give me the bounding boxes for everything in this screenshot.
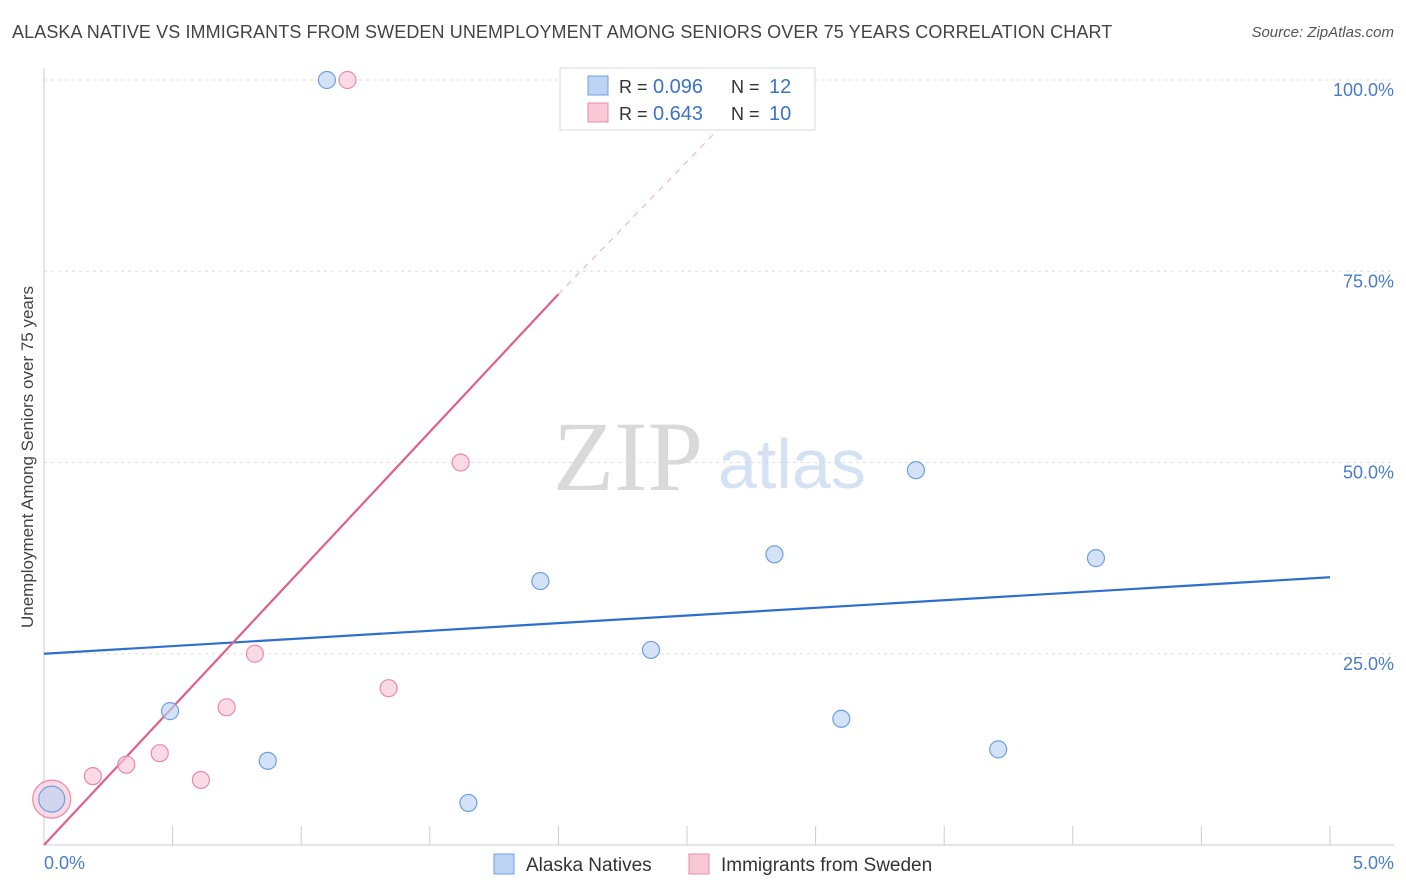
point-series-1-5 bbox=[217, 698, 236, 717]
y-tick-label-25: 25.0% bbox=[1343, 654, 1394, 674]
stats-n-value-1: 12 bbox=[769, 76, 791, 98]
y-axis-title: Unemployment Among Seniors over 75 years bbox=[18, 286, 37, 628]
point-series-1-9 bbox=[451, 453, 470, 472]
x-tick-label-max: 5.0% bbox=[1353, 853, 1394, 873]
point-series-1-8 bbox=[379, 679, 398, 698]
y-tick-labels: 25.0% 50.0% 75.0% 100.0% bbox=[1333, 80, 1394, 674]
legend-swatch-immigrants-sweden bbox=[688, 853, 710, 875]
point-series-1-4 bbox=[191, 770, 210, 790]
stats-n-label-1: N = bbox=[731, 77, 760, 97]
point-series-0-5 bbox=[531, 571, 550, 591]
legend-swatch-alaska-natives bbox=[493, 853, 515, 875]
legend-label-alaska-natives: Alaska Natives bbox=[526, 855, 652, 876]
point-series-1-6 bbox=[245, 644, 265, 663]
watermark: ZIP atlas bbox=[553, 401, 866, 512]
gridlines bbox=[44, 79, 1394, 655]
data-points bbox=[32, 70, 1106, 819]
point-series-0-9 bbox=[906, 461, 926, 480]
stats-r-label-2: R = bbox=[619, 104, 648, 124]
point-series-1-3 bbox=[150, 744, 169, 763]
trend-line-series-1 bbox=[43, 293, 560, 846]
legend-label-immigrants-sweden: Immigrants from Sweden bbox=[721, 855, 932, 876]
point-series-0-11 bbox=[1086, 549, 1106, 568]
x-ticks bbox=[172, 826, 1331, 845]
point-series-0-3 bbox=[317, 70, 337, 90]
stats-legend: R = 0.096 N = 12 R = 0.643 N = 10 bbox=[559, 67, 816, 131]
stats-swatch-alaska bbox=[587, 75, 609, 96]
source-label: Source: ZipAtlas.com bbox=[1251, 24, 1394, 41]
point-series-0-7 bbox=[765, 545, 784, 564]
y-tick-label-100: 100.0% bbox=[1333, 80, 1394, 100]
x-tick-label-min: 0.0% bbox=[44, 853, 85, 873]
stats-n-label-2: N = bbox=[731, 104, 760, 124]
watermark-zip: ZIP bbox=[553, 401, 703, 512]
y-tick-label-75: 75.0% bbox=[1343, 271, 1394, 291]
point-series-0-6 bbox=[641, 640, 661, 660]
point-series-1-2 bbox=[117, 755, 136, 774]
point-series-1-7 bbox=[338, 70, 357, 90]
point-series-0-8 bbox=[832, 709, 851, 728]
y-tick-label-50: 50.0% bbox=[1343, 463, 1394, 483]
point-series-0-0 bbox=[38, 785, 66, 813]
series-legend: Alaska Natives Immigrants from Sweden bbox=[493, 853, 932, 876]
stats-r-label-1: R = bbox=[619, 77, 648, 97]
trend-line-series-0 bbox=[43, 576, 1331, 655]
point-series-0-2 bbox=[258, 751, 277, 770]
point-series-0-10 bbox=[989, 740, 1008, 759]
point-series-0-4 bbox=[459, 793, 478, 813]
watermark-atlas: atlas bbox=[718, 425, 866, 503]
point-series-1-1 bbox=[83, 767, 102, 786]
stats-swatch-sweden bbox=[587, 102, 609, 123]
stats-r-value-2: 0.643 bbox=[653, 103, 703, 125]
point-series-0-1 bbox=[160, 702, 180, 721]
chart-title: ALASKA NATIVE VS IMMIGRANTS FROM SWEDEN … bbox=[12, 22, 1113, 42]
stats-n-value-2: 10 bbox=[769, 103, 791, 125]
stats-r-value-1: 0.096 bbox=[653, 76, 703, 98]
